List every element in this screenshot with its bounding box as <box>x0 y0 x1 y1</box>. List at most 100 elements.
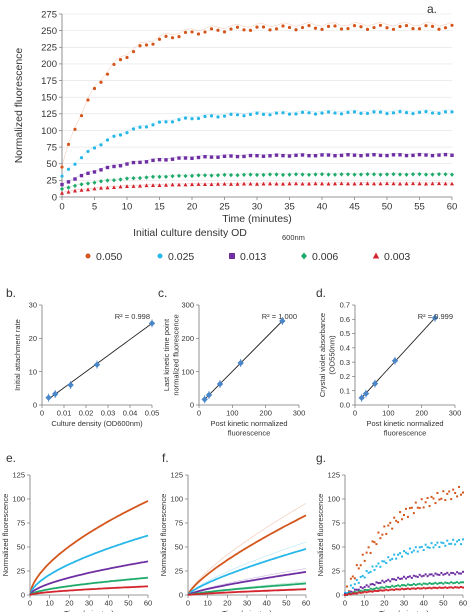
g-point-0.006-54 <box>450 581 453 584</box>
g-point-0.006-38 <box>418 582 421 585</box>
a-point-0.006-2 <box>73 183 77 189</box>
g-point-0.013-18 <box>379 581 382 584</box>
g-point-0.013-43 <box>428 573 431 576</box>
f-x-tick-label-6: 60 <box>302 599 310 608</box>
g-point-0.050-34 <box>410 506 413 509</box>
g-point-0.013-26 <box>395 579 398 582</box>
a-point-0.013-6 <box>99 168 103 172</box>
a-point-0.025-47 <box>365 111 370 116</box>
c-point-3 <box>237 359 244 367</box>
a-x-tick-label-4: 20 <box>187 202 198 213</box>
a-envelope-0.050 <box>61 21 453 166</box>
g-point-0.003-46 <box>434 586 437 589</box>
g-point-0.003-22 <box>387 589 390 592</box>
g-point-0.006-18 <box>379 586 382 589</box>
g-point-0.006-16 <box>375 586 378 589</box>
g-point-0.050-30 <box>403 514 405 517</box>
a-point-0.025-50 <box>385 111 389 116</box>
a-y-tick-label-11: 275 <box>41 9 57 20</box>
c-point-2 <box>216 380 224 388</box>
a-point-0.013-25 <box>222 154 227 159</box>
g-point-0.003-27 <box>397 588 400 591</box>
g-point-0.013-34 <box>410 576 413 579</box>
g-point-0.050-44 <box>430 495 433 498</box>
a-point-0.003-51 <box>391 181 396 186</box>
g-point-0.013-44 <box>430 573 433 576</box>
e-y-tick-label-2: 50 <box>17 543 25 552</box>
a-point-0.006-9 <box>118 177 123 182</box>
a-point-0.025-32 <box>268 113 272 117</box>
a-point-0.013-52 <box>398 153 402 157</box>
g-point-0.006-41 <box>424 582 427 585</box>
e-x-tick-label-0: 0 <box>28 599 32 608</box>
a-point-0.025-22 <box>203 114 207 119</box>
a-legend-marker-0.003 <box>372 252 380 259</box>
g-point-0.025-47 <box>436 541 439 544</box>
a-point-0.050-46 <box>359 25 363 29</box>
g-point-0.025-32 <box>406 552 409 555</box>
g-point-0.013-23 <box>389 580 392 583</box>
a-point-0.025-11 <box>131 127 136 131</box>
g-point-0.006-10 <box>363 588 366 591</box>
a-point-0.025-54 <box>411 111 415 116</box>
g-point-0.025-16 <box>375 565 378 568</box>
a-point-0.006-58 <box>437 171 441 177</box>
a-point-0.006-15 <box>157 174 162 180</box>
g-point-0.003-6 <box>355 592 358 595</box>
a-point-0.003-45 <box>352 181 357 186</box>
a-x-tick-label-12: 60 <box>447 202 458 213</box>
d-point-1 <box>362 390 370 397</box>
a-point-0.006-6 <box>99 179 103 184</box>
a-point-0.050-58 <box>437 27 441 31</box>
a-point-0.003-20 <box>190 182 194 187</box>
g-point-0.003-0 <box>344 594 346 596</box>
a-point-0.006-24 <box>216 173 220 178</box>
a-point-0.013-9 <box>118 164 123 168</box>
g-point-0.025-35 <box>412 549 415 552</box>
g-point-0.003-56 <box>454 586 457 589</box>
a-point-0.006-37 <box>300 172 305 177</box>
a-point-0.050-50 <box>385 26 389 30</box>
g-point-0.025-57 <box>456 540 459 543</box>
a-point-0.013-1 <box>66 180 71 184</box>
a-point-0.050-29 <box>248 28 253 32</box>
a-point-0.025-41 <box>326 110 331 114</box>
a-point-0.025-49 <box>378 110 383 114</box>
d-point-0 <box>358 394 365 402</box>
a-point-0.006-39 <box>313 172 318 177</box>
g-point-0.003-45 <box>432 586 435 589</box>
a-point-0.003-53 <box>404 181 409 186</box>
g-point-0.013-3 <box>349 590 352 593</box>
a-point-0.003-2 <box>73 188 77 193</box>
a-point-0.003-22 <box>203 182 207 187</box>
g-point-0.006-12 <box>367 589 370 592</box>
g-point-0.006-42 <box>426 583 429 586</box>
g-y-tick-label-2: 50 <box>332 543 340 552</box>
g-point-0.006-40 <box>422 582 425 585</box>
a-point-0.003-50 <box>385 181 389 186</box>
g-point-0.050-45 <box>432 497 435 500</box>
a-point-0.050-39 <box>313 26 318 30</box>
a-legend-marker-0.050 <box>85 253 91 259</box>
a-point-0.050-33 <box>274 27 279 31</box>
g-point-0.025-23 <box>389 559 392 562</box>
g-point-0.003-30 <box>403 588 405 591</box>
a-point-0.006-0 <box>60 186 64 192</box>
g-point-0.006-30 <box>403 584 405 587</box>
a-point-0.006-48 <box>372 172 376 177</box>
a-point-0.013-45 <box>352 153 357 157</box>
a-point-0.050-25 <box>222 30 227 34</box>
a-point-0.003-41 <box>326 181 331 186</box>
a-point-0.006-29 <box>248 172 253 177</box>
a-point-0.006-55 <box>417 171 422 177</box>
a-point-0.013-0 <box>60 182 64 187</box>
a-y-tick-label-9: 225 <box>41 43 57 54</box>
a-point-0.006-22 <box>203 173 207 178</box>
g-point-0.025-36 <box>414 546 417 549</box>
a-y-axis-label: Normalized fluorescence <box>13 48 25 164</box>
a-point-0.003-1 <box>66 189 71 194</box>
e-x-tick-label-5: 50 <box>124 599 132 608</box>
b-r2-label: R² = 0.998 <box>115 312 150 321</box>
g-point-0.025-6 <box>355 578 358 581</box>
